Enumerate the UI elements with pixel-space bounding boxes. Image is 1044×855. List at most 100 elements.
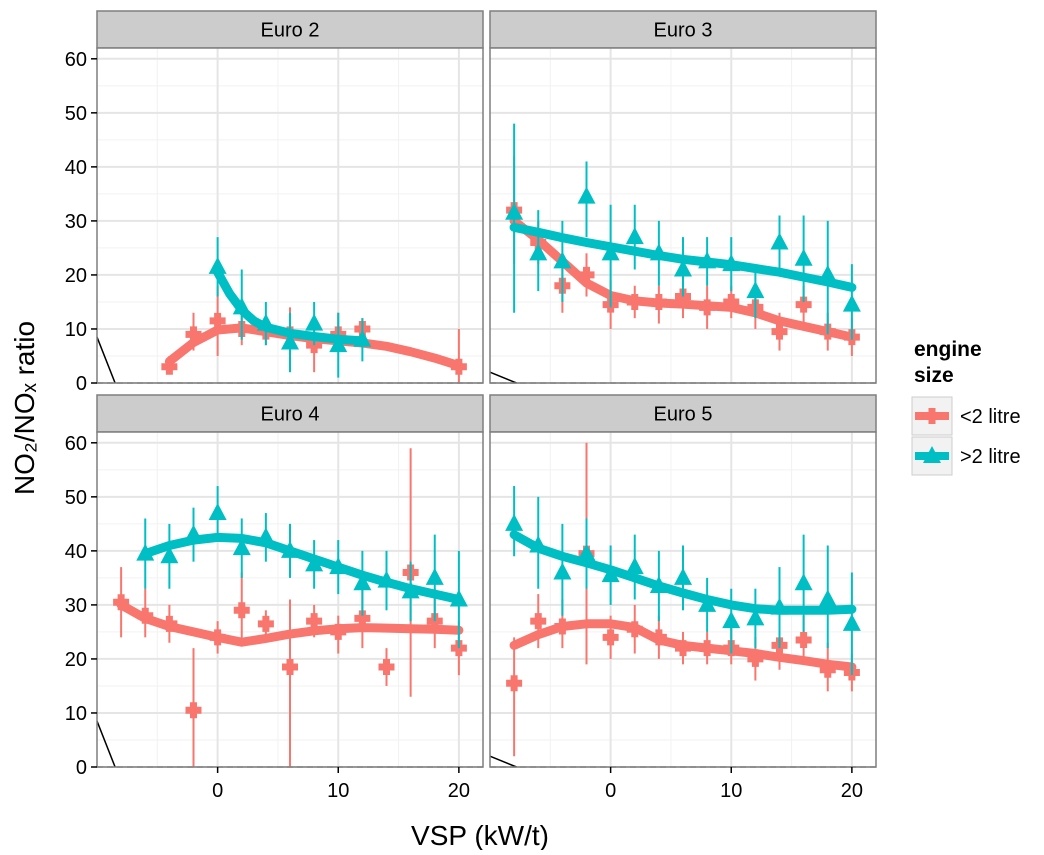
reference-line [489,755,517,768]
data-point-under-2-litre [209,312,226,329]
data-point-over-2-litre [353,573,372,591]
data-point-over-2-litre [818,264,837,282]
data-point-under-2-litre [747,650,764,667]
y-tick-label: 50 [65,487,87,509]
x-tick-label: 10 [327,780,349,802]
data-point-over-2-litre [601,243,620,261]
panel-euro-3: Euro 3 [489,10,877,384]
data-point-under-2-litre [257,615,274,632]
data-point-over-2-litre [698,251,717,269]
data-point-over-2-litre [505,513,524,531]
data-point-over-2-litre [305,554,324,572]
data-point-under-2-litre [378,659,395,676]
data-point-under-2-litre [354,610,371,627]
data-point-under-2-litre [699,299,716,316]
data-point-under-2-litre [675,640,691,657]
legend-title: engine [914,338,982,361]
series-layer [161,237,467,383]
data-point-over-2-litre [553,562,572,580]
data-point-over-2-litre [553,251,572,269]
data-point-under-2-litre [113,594,130,611]
y-tick-label: 60 [65,49,87,71]
data-point-under-2-litre [306,613,323,630]
legend-label: <2 litre [960,406,1021,428]
y-tick-label: 30 [65,211,87,233]
panel-strip-label: Euro 4 [261,404,320,426]
y-tick-label: 20 [65,265,87,287]
data-point-under-2-litre [530,613,547,630]
legend-title: size [914,364,954,387]
data-point-over-2-litre [625,227,644,245]
data-point-over-2-litre [529,535,548,553]
data-point-over-2-litre [842,294,861,312]
data-point-over-2-litre [160,546,179,564]
data-point-under-2-litre [626,621,643,638]
x-tick-label: 20 [841,780,863,802]
data-point-over-2-litre [208,256,227,274]
panel-border [489,47,877,384]
data-point-under-2-litre [795,296,812,313]
data-point-under-2-litre [161,615,178,632]
data-point-over-2-litre [329,557,348,575]
data-point-under-2-litre [650,629,667,646]
data-point-over-2-litre [577,186,596,204]
y-tick-label: 40 [65,541,87,563]
data-point-over-2-litre [305,313,324,331]
data-point-over-2-litre [770,597,789,615]
smooth-line-over-2-litre [509,530,857,615]
x-tick-label: 0 [212,780,223,802]
data-point-over-2-litre [722,254,741,272]
data-point-over-2-litre [601,565,620,583]
panel-strip-label: Euro 3 [654,20,713,42]
data-point-over-2-litre [329,335,348,353]
data-point-under-2-litre [450,358,467,375]
x-axis-title: VSP (kW/t) [411,820,549,850]
y-axis-title: NO₂/NOₓ ratio [9,321,40,495]
smooth-line-under-2-litre [116,600,464,647]
data-point-over-2-litre [401,581,420,599]
legend-key-marker [924,408,940,424]
panel-border [489,431,877,768]
y-tick-label: 10 [65,703,87,725]
data-point-over-2-litre [136,543,155,561]
data-point-over-2-litre [256,313,275,331]
data-point-over-2-litre [281,540,299,558]
reference-line [96,720,116,768]
panel-strip-label: Euro 2 [261,20,320,42]
data-point-under-2-litre [795,632,812,649]
x-tick-label: 20 [448,780,470,802]
data-point-under-2-litre [209,629,226,646]
data-point-over-2-litre [184,524,203,542]
y-tick-label: 20 [65,649,87,671]
panel-strip [96,394,484,433]
data-point-over-2-litre [529,243,548,261]
series-layer [505,123,861,356]
data-point-over-2-litre [722,611,741,629]
panel-border [96,47,484,384]
data-point-over-2-litre [281,332,299,350]
series-layer [505,442,861,757]
data-point-over-2-litre [842,613,861,631]
legend-label: >2 litre [960,446,1021,468]
panel-strip-label: Euro 5 [654,404,713,426]
x-tick-label: 0 [605,780,616,802]
y-tick-label: 50 [65,103,87,125]
panel-strip [96,10,484,49]
data-point-under-2-litre [233,602,250,619]
data-point-under-2-litre [282,659,298,676]
data-point-over-2-litre [770,232,789,250]
panel-euro-2: Euro 2 0 10 20 30 40 50 60 [65,10,484,395]
panel-strip [489,394,877,433]
data-point-over-2-litre [818,589,837,607]
data-point-over-2-litre [674,567,692,585]
panel-euro-5: Euro 5 0 10 20 [489,394,877,802]
data-point-over-2-litre [377,570,396,588]
data-point-over-2-litre [698,594,717,612]
data-point-under-2-litre [771,323,788,340]
data-point-under-2-litre [554,618,571,635]
data-point-under-2-litre [185,326,202,343]
y-tick-label: 30 [65,595,87,617]
legend: engine size <2 litre >2 litre [911,338,1021,476]
reference-line [96,336,116,384]
data-point-under-2-litre [819,661,836,678]
